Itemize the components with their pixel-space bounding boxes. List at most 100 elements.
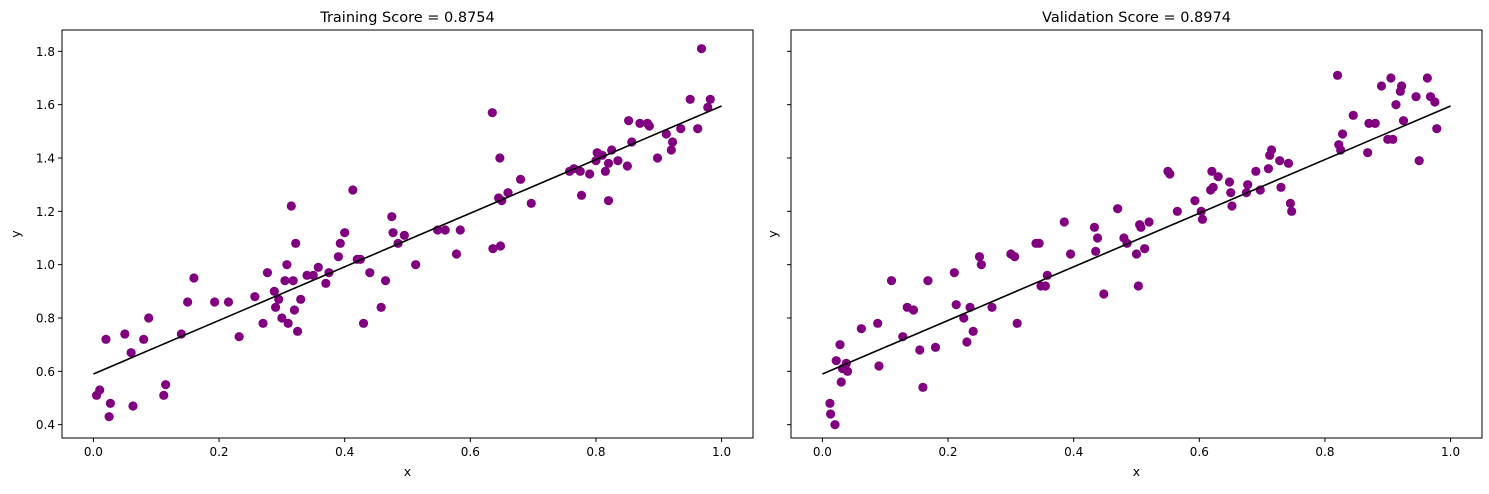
data-point xyxy=(974,252,985,262)
data-point xyxy=(1144,217,1154,227)
data-point xyxy=(1283,158,1294,168)
data-point xyxy=(161,380,171,390)
data-point xyxy=(831,356,841,366)
data-point xyxy=(411,260,421,270)
data-point xyxy=(387,212,397,222)
data-point xyxy=(308,270,318,280)
data-point xyxy=(234,332,244,342)
data-point xyxy=(1275,156,1285,166)
data-point xyxy=(283,318,293,328)
data-point xyxy=(101,334,111,344)
data-point xyxy=(644,121,654,131)
data-point xyxy=(274,294,284,304)
data-point xyxy=(661,129,671,139)
data-point xyxy=(968,326,978,336)
data-point xyxy=(1414,156,1424,166)
x-tick-label: 0.6 xyxy=(1190,445,1209,459)
data-point xyxy=(503,188,513,198)
data-point xyxy=(104,412,114,422)
data-point xyxy=(376,302,386,312)
data-point xyxy=(825,398,835,408)
data-point xyxy=(600,166,610,176)
data-point xyxy=(842,366,853,376)
x-tick-label: 0.4 xyxy=(335,445,354,459)
data-point xyxy=(128,401,138,411)
data-point xyxy=(289,305,300,315)
data-point xyxy=(874,361,884,371)
data-point xyxy=(144,313,154,323)
x-tick-label: 0.2 xyxy=(209,445,228,459)
data-point xyxy=(951,300,961,310)
data-point xyxy=(440,225,450,235)
data-point xyxy=(1337,129,1348,139)
data-point xyxy=(258,318,268,328)
data-point xyxy=(1251,166,1261,176)
plot-title: Validation Score = 0.8974 xyxy=(1042,10,1231,26)
data-point xyxy=(1263,164,1274,174)
y-tick-label: 1.4 xyxy=(36,152,55,166)
data-point xyxy=(1140,244,1150,254)
data-point xyxy=(603,158,614,168)
validation-panel: 0.0 0.2 0.4 0.6 0.8 1.0 Validation Score = 0.8… xyxy=(765,10,1483,479)
data-point xyxy=(340,228,350,238)
data-point xyxy=(930,342,941,352)
data-point xyxy=(183,297,193,307)
y-tick-label: 1.2 xyxy=(36,205,55,219)
data-point xyxy=(1396,81,1407,91)
x-tick-label: 0.4 xyxy=(1064,445,1083,459)
data-point xyxy=(1430,97,1440,107)
data-point xyxy=(685,94,695,104)
data-point xyxy=(873,318,883,328)
data-point xyxy=(676,124,686,134)
data-point xyxy=(1432,124,1442,134)
data-point xyxy=(250,292,260,302)
y-tick-label: 1.8 xyxy=(36,45,55,59)
data-point xyxy=(1332,70,1343,80)
data-point xyxy=(288,276,298,286)
data-point xyxy=(1099,289,1109,299)
data-point xyxy=(120,329,130,339)
data-point xyxy=(1207,166,1217,176)
data-point xyxy=(333,252,343,262)
data-point xyxy=(495,153,505,163)
y-axis-label: y xyxy=(765,230,780,238)
data-point xyxy=(1065,249,1076,259)
regression-line xyxy=(93,105,722,375)
data-point xyxy=(1376,81,1387,91)
data-point xyxy=(1411,92,1421,102)
data-point xyxy=(189,273,199,283)
data-point xyxy=(365,268,375,278)
data-point xyxy=(1391,100,1401,110)
data-point xyxy=(976,260,986,270)
data-point xyxy=(627,137,637,147)
data-point xyxy=(703,102,713,112)
data-point xyxy=(1388,134,1398,144)
data-point xyxy=(836,377,846,387)
data-point xyxy=(1197,214,1208,224)
data-point xyxy=(286,201,296,211)
plot-title: Training Score = 0.8754 xyxy=(319,10,495,26)
data-point xyxy=(585,169,595,179)
scatter-points xyxy=(91,44,715,422)
data-point xyxy=(1276,182,1286,192)
data-point xyxy=(1363,148,1373,158)
scatter-points xyxy=(825,70,1442,430)
data-point xyxy=(282,260,292,270)
data-point xyxy=(635,118,645,128)
data-point xyxy=(1133,281,1143,291)
data-point xyxy=(835,340,845,350)
data-point xyxy=(1136,222,1146,232)
data-point xyxy=(622,161,632,171)
data-point xyxy=(959,313,969,323)
data-point xyxy=(1243,180,1253,190)
data-point xyxy=(313,262,323,272)
data-point xyxy=(1034,238,1044,248)
data-point xyxy=(262,268,273,278)
data-point xyxy=(1213,172,1223,182)
data-point xyxy=(1208,182,1218,192)
x-tick-label: 0.2 xyxy=(938,445,957,459)
data-point xyxy=(1010,252,1020,262)
data-point xyxy=(1266,145,1277,155)
data-point xyxy=(1113,204,1123,214)
data-point xyxy=(705,94,715,104)
